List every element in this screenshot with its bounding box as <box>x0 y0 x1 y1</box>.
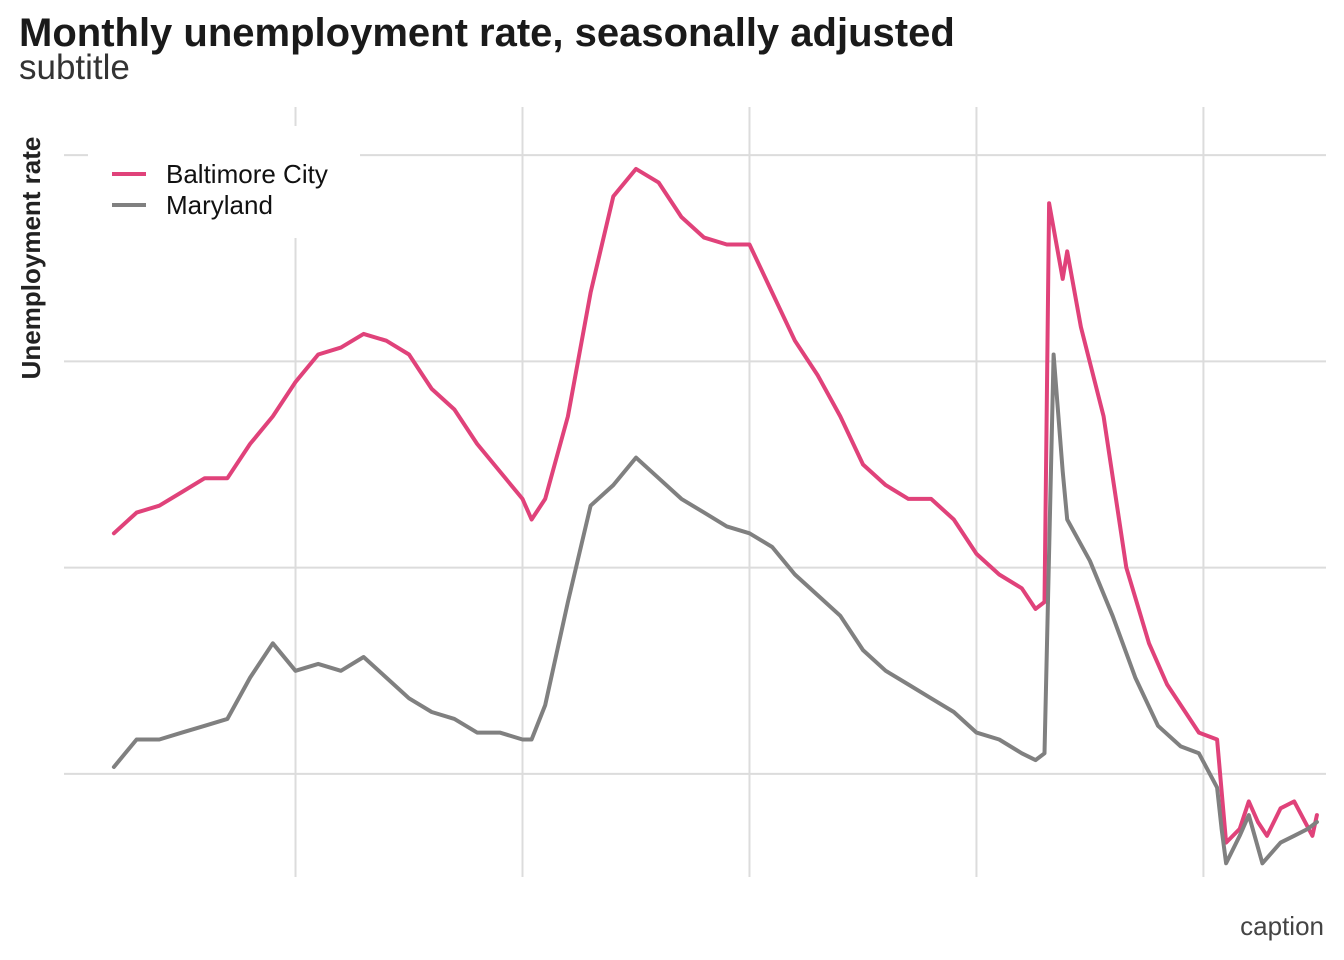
series-line-baltimore-city <box>111 166 1319 845</box>
legend-label-0: Baltimore City <box>166 159 328 189</box>
chart-caption: caption <box>1240 911 1324 941</box>
series-lines <box>111 166 1319 866</box>
chart-title: Monthly unemployment rate, seasonally ad… <box>19 11 955 55</box>
y-axis-label: Unemployment rate <box>16 137 46 380</box>
series-line-maryland <box>111 352 1319 866</box>
legend-label-1: Maryland <box>166 190 273 220</box>
chart-subtitle: subtitle <box>19 48 130 87</box>
legend-background <box>88 126 360 238</box>
